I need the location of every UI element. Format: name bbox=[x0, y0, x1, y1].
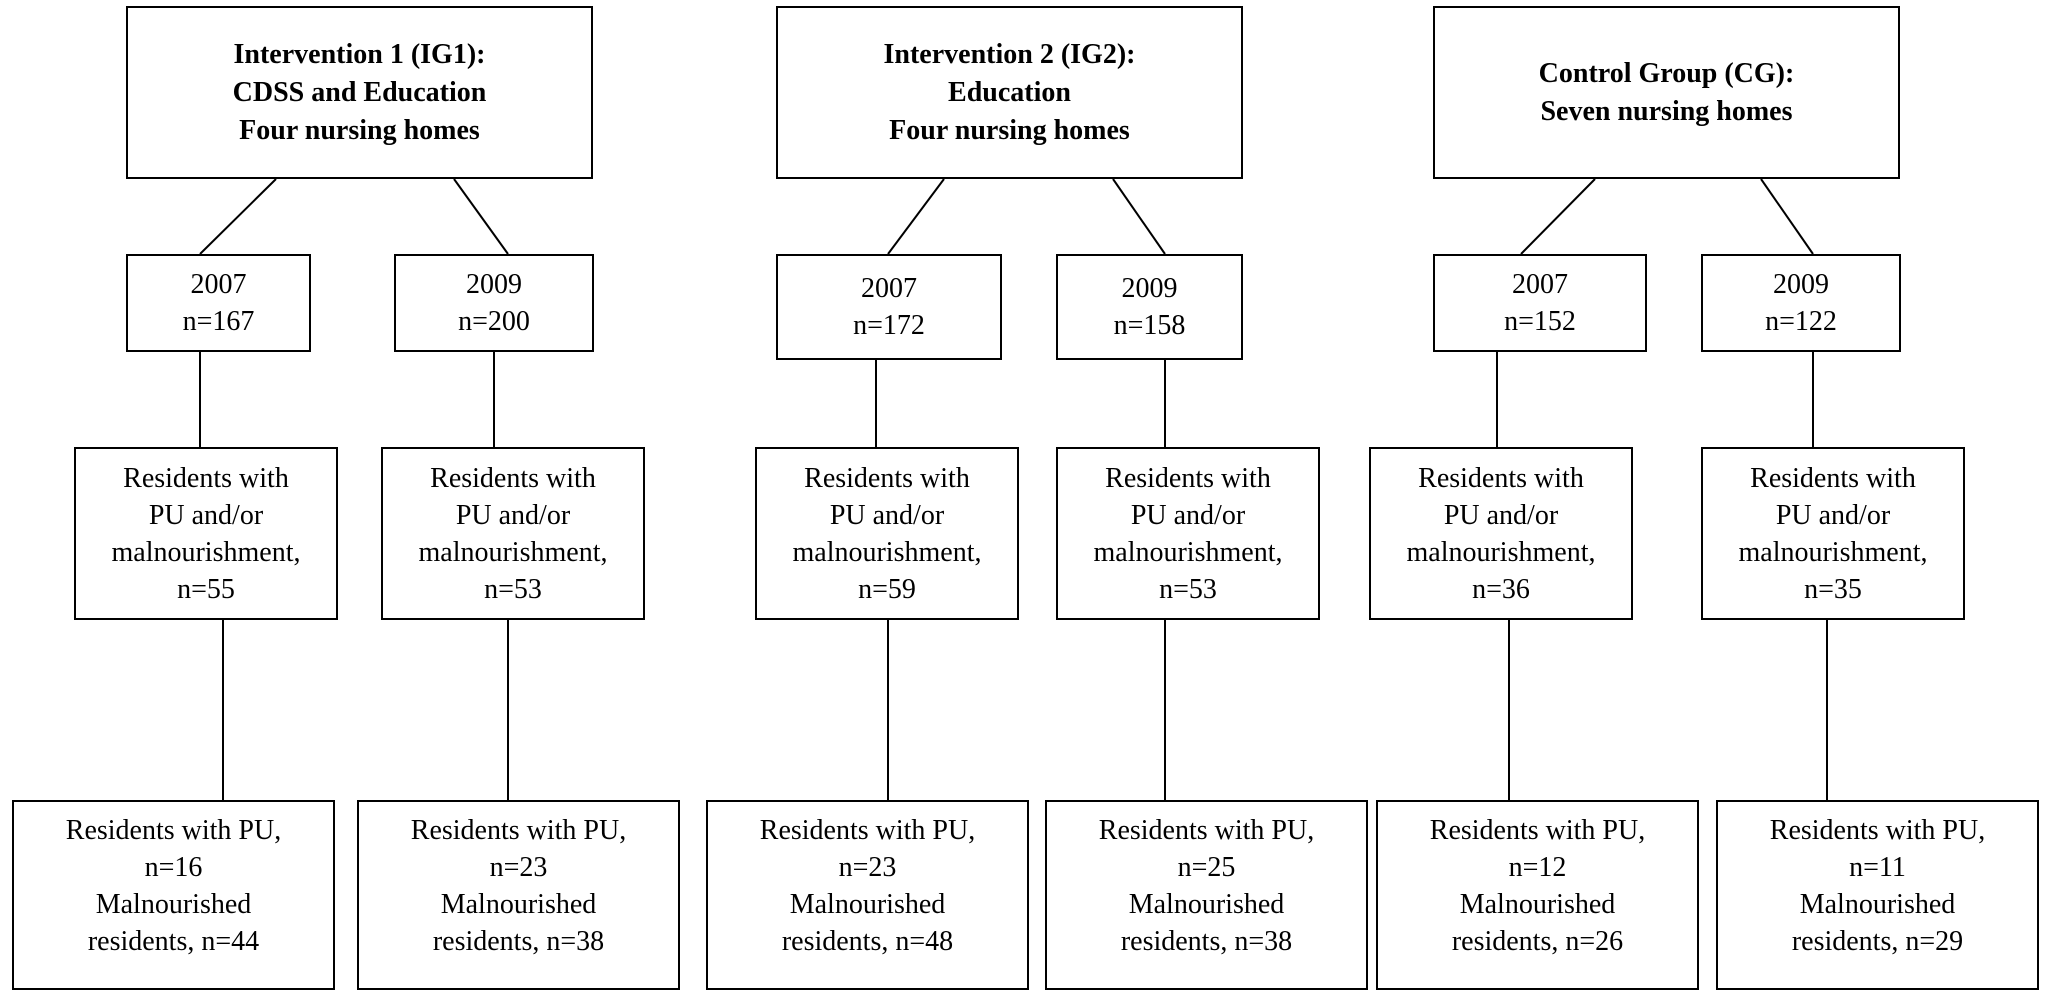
year-label: 2007 bbox=[1512, 269, 1568, 300]
outcome-line: Malnourished bbox=[1459, 889, 1616, 920]
outcome-line: Malnourished bbox=[95, 889, 252, 920]
subgroup-box: Residents with PU and/or malnourishment,… bbox=[74, 447, 338, 620]
year-label: 2009 bbox=[466, 269, 522, 300]
year-label: 2009 bbox=[1773, 269, 1829, 300]
outcome-line: n=11 bbox=[1849, 852, 1906, 883]
outcome-line: residents, n=38 bbox=[1120, 926, 1293, 957]
connector-line bbox=[887, 178, 945, 255]
outcome-line: Residents with PU, bbox=[65, 815, 282, 846]
subgroup-line: PU and/or bbox=[829, 499, 945, 531]
year-label: 2007 bbox=[861, 273, 917, 304]
subgroup-line: Residents with bbox=[430, 462, 596, 494]
header-line: Seven nursing homes bbox=[1540, 95, 1793, 127]
outcome-box: Residents with PU, n=16 Malnourished res… bbox=[12, 800, 335, 990]
subgroup-line: Residents with bbox=[1750, 462, 1916, 494]
outcome-line: Malnourished bbox=[1128, 889, 1285, 920]
year-count: n=152 bbox=[1504, 306, 1576, 337]
subgroup-line: malnourishment, bbox=[792, 536, 982, 568]
header-line: Intervention 2 (IG2): bbox=[883, 38, 1136, 70]
header-line: Intervention 1 (IG1): bbox=[233, 38, 486, 70]
year-count: n=172 bbox=[853, 310, 925, 341]
subgroup-line: malnourishment, bbox=[111, 536, 301, 568]
group-header-ig2: Intervention 2 (IG2): Education Four nur… bbox=[776, 6, 1243, 179]
group-header-ig1: Intervention 1 (IG1): CDSS and Education… bbox=[126, 6, 593, 179]
subgroup-line: malnourishment, bbox=[1738, 536, 1928, 568]
subgroup-line: Residents with bbox=[804, 462, 970, 494]
outcome-line: residents, n=29 bbox=[1791, 926, 1964, 957]
outcome-line: Residents with PU, bbox=[410, 815, 627, 846]
subgroup-line: n=55 bbox=[177, 573, 235, 605]
outcome-line: n=23 bbox=[489, 852, 548, 883]
year-box: 2007 n=172 bbox=[776, 254, 1002, 360]
connector-line bbox=[453, 178, 509, 255]
outcome-line: residents, n=44 bbox=[87, 926, 260, 957]
outcome-line: residents, n=38 bbox=[432, 926, 605, 957]
header-line: Four nursing homes bbox=[239, 114, 480, 146]
subgroup-line: n=53 bbox=[484, 573, 542, 605]
subgroup-box: Residents with PU and/or malnourishment,… bbox=[755, 447, 1019, 620]
subgroup-box: Residents with PU and/or malnourishment,… bbox=[1369, 447, 1633, 620]
connector-line bbox=[1520, 178, 1596, 255]
outcome-line: Malnourished bbox=[440, 889, 597, 920]
subgroup-line: PU and/or bbox=[1130, 499, 1246, 531]
header-line: Four nursing homes bbox=[889, 114, 1130, 146]
outcome-line: n=23 bbox=[838, 852, 897, 883]
subgroup-line: Residents with bbox=[1418, 462, 1584, 494]
subgroup-line: malnourishment, bbox=[1406, 536, 1596, 568]
year-count: n=200 bbox=[458, 306, 530, 337]
year-box: 2007 n=167 bbox=[126, 254, 311, 352]
header-line: CDSS and Education bbox=[232, 76, 487, 108]
outcome-box: Residents with PU, n=25 Malnourished res… bbox=[1045, 800, 1368, 990]
year-box: 2009 n=158 bbox=[1056, 254, 1243, 360]
subgroup-box: Residents with PU and/or malnourishment,… bbox=[1056, 447, 1320, 620]
outcome-line: n=16 bbox=[144, 852, 203, 883]
header-line: Education bbox=[948, 76, 1071, 108]
year-count: n=122 bbox=[1765, 306, 1837, 337]
subgroup-line: n=53 bbox=[1159, 573, 1217, 605]
outcome-line: Residents with PU, bbox=[1429, 815, 1646, 846]
subgroup-line: Residents with bbox=[1105, 462, 1271, 494]
subgroup-box: Residents with PU and/or malnourishment,… bbox=[381, 447, 645, 620]
subgroup-line: n=35 bbox=[1804, 573, 1862, 605]
header-line: Control Group (CG): bbox=[1538, 57, 1795, 89]
year-box: 2007 n=152 bbox=[1433, 254, 1647, 352]
outcome-line: Malnourished bbox=[1799, 889, 1956, 920]
subgroup-line: PU and/or bbox=[455, 499, 571, 531]
subgroup-line: PU and/or bbox=[1775, 499, 1891, 531]
subgroup-line: n=59 bbox=[858, 573, 916, 605]
year-label: 2007 bbox=[190, 269, 247, 300]
year-count: n=158 bbox=[1113, 310, 1186, 341]
outcome-line: n=12 bbox=[1508, 852, 1567, 883]
subgroup-line: PU and/or bbox=[148, 499, 264, 531]
subgroup-line: malnourishment, bbox=[1093, 536, 1283, 568]
outcome-box: Residents with PU, n=12 Malnourished res… bbox=[1376, 800, 1699, 990]
outcome-line: Residents with PU, bbox=[759, 815, 976, 846]
outcome-line: Malnourished bbox=[789, 889, 946, 920]
outcome-line: n=25 bbox=[1177, 852, 1236, 883]
connector-line bbox=[199, 178, 277, 255]
subgroup-line: malnourishment, bbox=[418, 536, 608, 568]
subgroup-line: PU and/or bbox=[1443, 499, 1559, 531]
year-count: n=167 bbox=[182, 306, 255, 337]
year-box: 2009 n=122 bbox=[1701, 254, 1901, 352]
outcome-box: Residents with PU, n=11 Malnourished res… bbox=[1716, 800, 2039, 990]
subgroup-box: Residents with PU and/or malnourishment,… bbox=[1701, 447, 1965, 620]
outcome-line: Residents with PU, bbox=[1769, 815, 1986, 846]
outcome-box: Residents with PU, n=23 Malnourished res… bbox=[706, 800, 1029, 990]
outcome-line: residents, n=48 bbox=[781, 926, 954, 957]
subgroup-line: n=36 bbox=[1472, 573, 1530, 605]
connector-line bbox=[1760, 178, 1814, 255]
outcome-box: Residents with PU, n=23 Malnourished res… bbox=[357, 800, 680, 990]
connector-line bbox=[1112, 178, 1166, 255]
outcome-line: residents, n=26 bbox=[1451, 926, 1624, 957]
year-label: 2009 bbox=[1121, 273, 1178, 304]
group-header-cg: Control Group (CG): Seven nursing homes bbox=[1433, 6, 1900, 179]
subgroup-line: Residents with bbox=[123, 462, 289, 494]
year-box: 2009 n=200 bbox=[394, 254, 594, 352]
outcome-line: Residents with PU, bbox=[1098, 815, 1315, 846]
